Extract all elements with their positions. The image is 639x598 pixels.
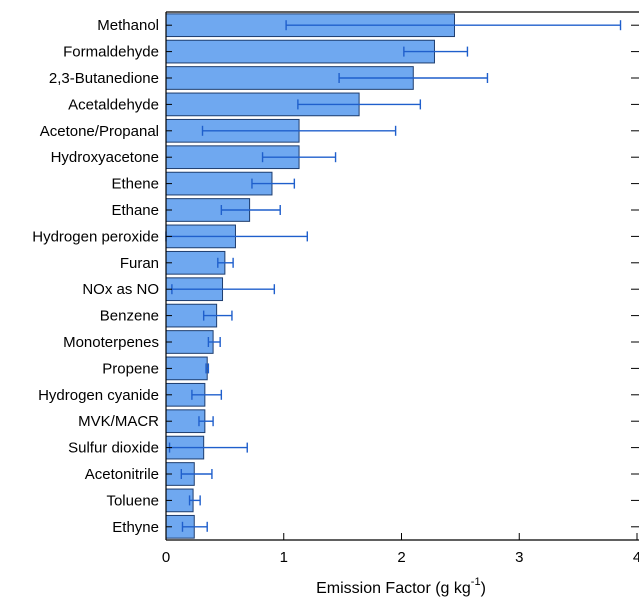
category-label: Ethene: [111, 176, 159, 193]
bar: [165, 39, 435, 64]
category-label: MVK/MACR: [78, 413, 159, 430]
x-tick-label: 0: [162, 549, 170, 566]
error-bar: [181, 521, 208, 532]
category-label: Hydrogen peroxide: [32, 228, 159, 245]
category-label: Ethane: [111, 202, 159, 219]
error-bar: [285, 20, 622, 31]
bar: [165, 330, 214, 354]
category-label: Hydrogen cyanide: [38, 387, 159, 404]
error-bar: [191, 389, 223, 400]
x-tick-label: 3: [515, 549, 523, 566]
category-label: Ethyne: [112, 519, 159, 536]
error-bar: [217, 257, 234, 268]
x-tick-label: 1: [280, 549, 288, 566]
error-bar: [207, 337, 221, 347]
x-ticks-layer: 0 1 2 3 4: [162, 533, 639, 566]
category-labels-layer: Methanol Formaldehyde 2,3-Butanedione Aceta…: [32, 17, 159, 536]
category-label: 2,3-Butanedione: [49, 70, 159, 87]
error-bar: [403, 46, 469, 57]
category-label: Acetone/Propanal: [40, 123, 159, 140]
error-bar: [205, 363, 210, 374]
category-label: Hydroxyacetone: [51, 149, 159, 166]
x-tick-label: 2: [397, 549, 405, 566]
error-bar: [251, 178, 296, 189]
category-label: Sulfur dioxide: [68, 440, 159, 457]
error-bar: [201, 125, 397, 136]
category-label: Monoterpenes: [63, 334, 159, 351]
error-bar: [198, 416, 214, 427]
error-bar: [297, 99, 422, 110]
error-bar: [338, 73, 489, 83]
category-label: Toluene: [106, 492, 159, 509]
error-bar: [180, 469, 213, 479]
category-label: Formaldehyde: [63, 44, 159, 61]
x-tick-label: 4: [633, 549, 639, 566]
x-axis-title: Emission Factor (g kg-1): [316, 576, 486, 597]
bar: [165, 356, 208, 381]
category-label: Acetaldehyde: [68, 96, 159, 113]
bars-layer: [165, 13, 455, 539]
error-bars-layer: [165, 20, 622, 532]
category-label: Furan: [120, 255, 159, 272]
error-bar: [188, 495, 201, 506]
category-label: Benzene: [100, 308, 159, 325]
error-bar: [261, 152, 337, 163]
error-bar: [220, 205, 281, 215]
category-label: Propene: [102, 360, 159, 377]
axes-layer: [165, 11, 639, 541]
bar: [165, 250, 226, 275]
category-label: NOx as NO: [82, 281, 159, 298]
category-label: Acetonitrile: [85, 466, 159, 483]
error-bar: [202, 310, 233, 321]
category-label: Methanol: [97, 17, 159, 34]
